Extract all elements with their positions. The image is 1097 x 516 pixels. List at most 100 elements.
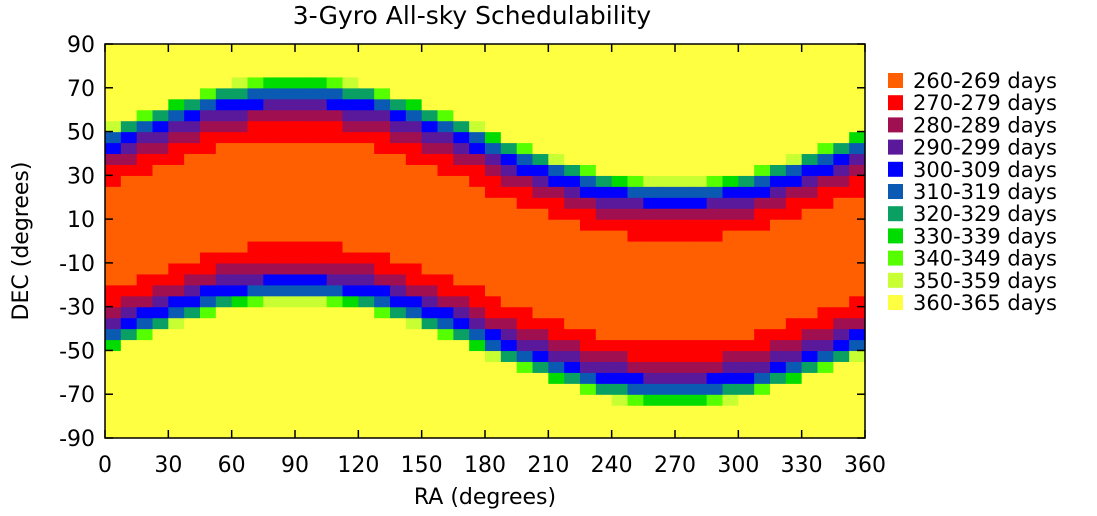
heatmap-cell	[801, 44, 819, 56]
heatmap-cell	[516, 339, 534, 352]
heatmap-cell	[770, 197, 787, 209]
x-tick-label: 210	[527, 453, 569, 478]
heatmap-cell	[342, 175, 359, 187]
heatmap-cell	[120, 44, 138, 56]
heatmap-cell	[437, 109, 454, 122]
heatmap-cell	[754, 328, 771, 341]
heatmap-cell	[516, 372, 534, 384]
heatmap-cell	[849, 317, 866, 330]
heatmap-cell	[200, 383, 217, 395]
heatmap-cell	[215, 208, 233, 220]
heatmap-cell	[437, 76, 454, 89]
heatmap-cell	[706, 230, 724, 242]
heatmap-cell	[263, 164, 280, 176]
heatmap-cell	[437, 427, 454, 439]
heatmap-cell	[247, 230, 264, 242]
heatmap-cell	[200, 416, 217, 428]
heatmap-cell	[785, 153, 803, 165]
heatmap-cell	[200, 405, 217, 417]
heatmap-cell	[801, 241, 819, 253]
heatmap-cell	[754, 251, 771, 264]
heatmap-cell	[817, 98, 834, 111]
heatmap-cell	[405, 120, 423, 133]
heatmap-cell	[770, 54, 787, 67]
heatmap-cell	[611, 98, 629, 111]
heatmap-cell	[453, 350, 470, 362]
heatmap-cell	[342, 142, 359, 155]
heatmap-cell	[342, 372, 359, 384]
heatmap-cell	[722, 153, 739, 165]
heatmap-cell	[421, 44, 439, 56]
heatmap-cell	[453, 44, 470, 56]
heatmap-cell	[627, 273, 644, 286]
heatmap-cell	[247, 284, 264, 297]
heatmap-cell	[326, 416, 344, 428]
x-tick-label: 30	[154, 453, 182, 478]
heatmap-cell	[136, 361, 154, 373]
heatmap-cell	[485, 295, 502, 308]
heatmap-cell	[310, 273, 328, 286]
heatmap-cell	[801, 416, 819, 428]
heatmap-cell	[785, 295, 803, 308]
heatmap-cell	[120, 416, 138, 428]
heatmap-cell	[500, 230, 518, 242]
heatmap-cell	[105, 372, 122, 384]
heatmap-cell	[754, 273, 771, 286]
heatmap-cell	[168, 65, 185, 78]
heatmap-cell	[833, 262, 850, 275]
heatmap-cell	[310, 427, 328, 439]
heatmap-cell	[374, 361, 391, 373]
heatmap-cell	[231, 76, 249, 89]
heatmap-cell	[358, 208, 375, 220]
heatmap-cell	[722, 54, 739, 67]
heatmap-cell	[263, 44, 280, 56]
heatmap-cell	[310, 87, 328, 100]
heatmap-cell	[231, 65, 249, 78]
heatmap-cell	[738, 87, 755, 100]
heatmap-cell	[120, 120, 138, 133]
heatmap-cell	[342, 251, 359, 264]
heatmap-cell	[627, 109, 644, 122]
heatmap-cell	[627, 295, 644, 308]
heatmap-cell	[421, 208, 439, 220]
heatmap-cell	[390, 273, 407, 286]
heatmap-cell	[310, 208, 328, 220]
heatmap-cell	[485, 230, 502, 242]
heatmap-cell	[152, 98, 169, 111]
heatmap-cell	[469, 295, 486, 308]
heatmap-cell	[200, 208, 217, 220]
heatmap-cell	[690, 339, 708, 352]
heatmap-cell	[706, 394, 724, 406]
heatmap-cell	[833, 197, 850, 209]
heatmap-cell	[738, 416, 755, 428]
heatmap-cell	[532, 295, 549, 308]
heatmap-cell	[785, 383, 803, 395]
heatmap-cell	[215, 76, 233, 89]
heatmap-cell	[152, 394, 169, 406]
heatmap-cell	[532, 98, 549, 111]
heatmap-cell	[785, 339, 803, 352]
heatmap-cell	[690, 306, 708, 319]
heatmap-cell	[279, 131, 296, 144]
heatmap-cell	[785, 208, 803, 220]
heatmap-cell	[437, 98, 454, 111]
heatmap-cell	[279, 164, 296, 176]
heatmap-cell	[263, 87, 280, 100]
heatmap-cell	[611, 383, 629, 395]
heatmap-cell	[738, 295, 755, 308]
heatmap-cell	[754, 219, 771, 231]
heatmap-cell	[595, 262, 613, 275]
heatmap-cell	[801, 186, 819, 198]
heatmap-cell	[706, 175, 724, 187]
heatmap-cell	[279, 273, 296, 286]
heatmap-cell	[564, 219, 581, 231]
heatmap-cell	[310, 109, 328, 122]
heatmap-cell	[405, 44, 423, 56]
heatmap-cell	[659, 251, 676, 264]
heatmap-cell	[785, 65, 803, 78]
heatmap-cell	[295, 241, 312, 253]
heatmap-cell	[105, 65, 122, 78]
heatmap-cell	[295, 44, 312, 56]
heatmap-cell	[611, 153, 629, 165]
legend-swatch	[888, 184, 903, 199]
